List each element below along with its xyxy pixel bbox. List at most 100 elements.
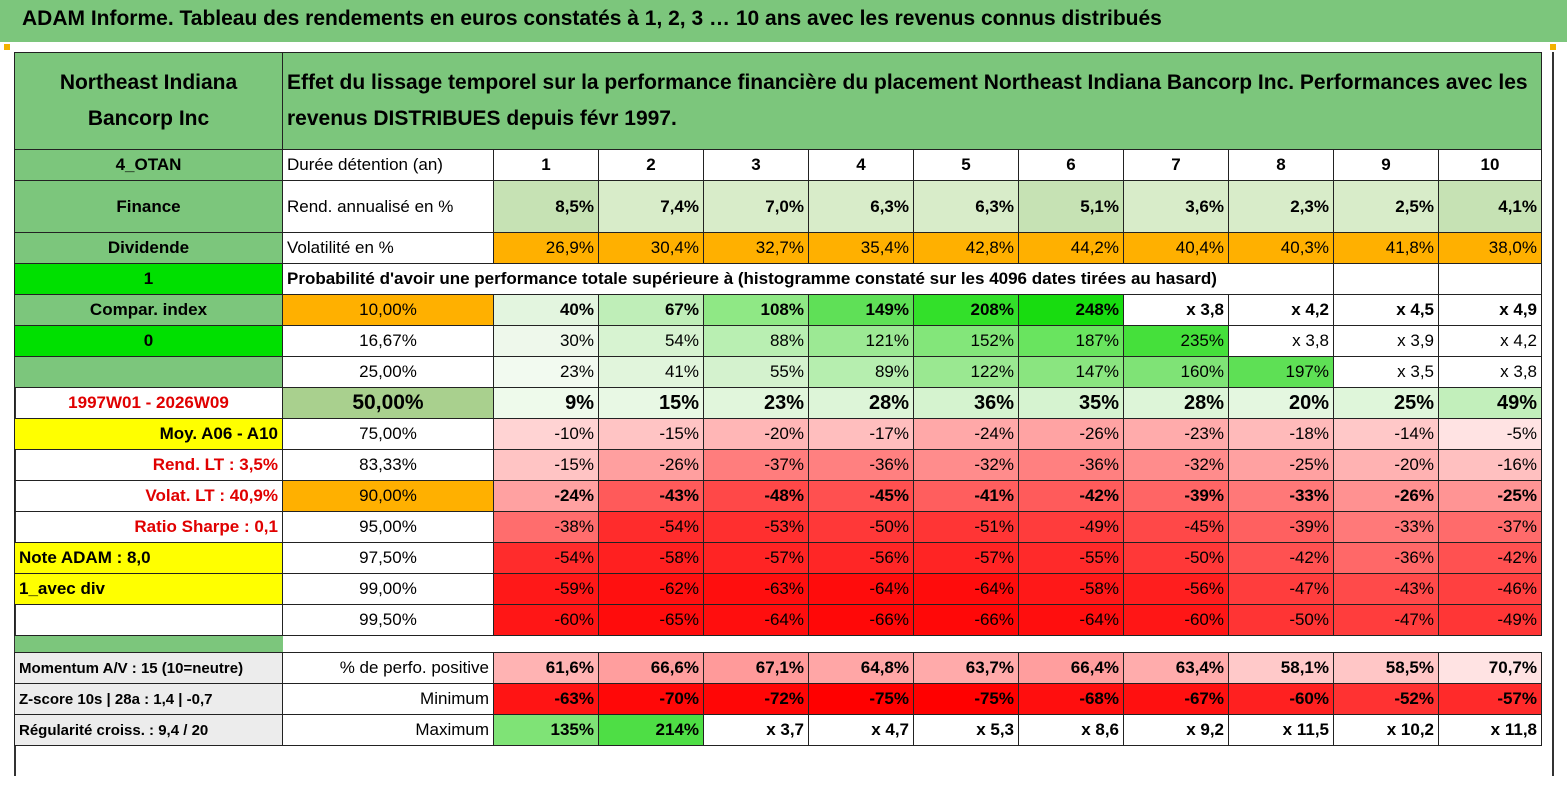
probability-threshold: 25,00% <box>282 356 494 388</box>
title-bar: ADAM Informe. Tableau des rendements en … <box>0 0 1567 42</box>
probability-threshold: 50,00% <box>282 387 494 419</box>
probability-threshold: 75,00% <box>282 418 494 450</box>
vol-value: 38,0% <box>1438 232 1542 264</box>
probability-value: -43% <box>1333 573 1439 605</box>
probability-value: -23% <box>1123 418 1229 450</box>
probability-threshold: 95,00% <box>282 511 494 543</box>
minimum-value: -75% <box>913 683 1019 715</box>
probability-value: -50% <box>1228 604 1334 636</box>
empty-cell <box>1333 263 1439 295</box>
probability-value: -56% <box>1123 573 1229 605</box>
maximum-value: x 11,5 <box>1228 714 1334 746</box>
gap-blank <box>283 636 1542 653</box>
probability-value: x 3,8 <box>1438 356 1542 388</box>
sharpe-label: Ratio Sharpe : 0,1 <box>14 511 283 543</box>
vol-value: 26,9% <box>493 232 599 264</box>
probability-value: -36% <box>808 449 914 481</box>
probability-value: -60% <box>1123 604 1229 636</box>
positive-value: 58,1% <box>1228 652 1334 684</box>
positive-value: 63,4% <box>1123 652 1229 684</box>
positive-value: 70,7% <box>1438 652 1542 684</box>
probability-value: -33% <box>1228 480 1334 512</box>
maximum-value: x 8,6 <box>1018 714 1124 746</box>
probability-value: -32% <box>1123 449 1229 481</box>
proba-label: Probabilité d'avoir une performance tota… <box>282 263 1334 295</box>
probability-value: -17% <box>808 418 914 450</box>
positive-value: 66,6% <box>598 652 704 684</box>
probability-value: 147% <box>1018 356 1124 388</box>
regularite-label: Régularité croiss. : 9,4 / 20 <box>14 714 283 746</box>
probability-value: -16% <box>1438 449 1542 481</box>
probability-value: 41% <box>598 356 704 388</box>
maximum-value: 214% <box>598 714 704 746</box>
probability-value: 108% <box>703 294 809 326</box>
probability-value: 15% <box>598 387 704 419</box>
probability-value: -51% <box>913 511 1019 543</box>
minimum-value: -57% <box>1438 683 1542 715</box>
rend-label: Rend. annualisé en % <box>282 180 494 233</box>
probability-value: -64% <box>808 573 914 605</box>
maximum-label: Maximum <box>282 714 494 746</box>
probability-value: 20% <box>1228 387 1334 419</box>
probability-value: -42% <box>1018 480 1124 512</box>
note-label: Note ADAM : 8,0 <box>14 542 283 574</box>
vol-value: 40,3% <box>1228 232 1334 264</box>
probability-value: -26% <box>598 449 704 481</box>
vol-value: 40,4% <box>1123 232 1229 264</box>
rend-lt-label: Rend. LT : 3,5% <box>14 449 283 481</box>
probability-value: x 4,5 <box>1333 294 1439 326</box>
period-label: 1997W01 - 2026W09 <box>14 387 283 419</box>
probability-value: -36% <box>1018 449 1124 481</box>
probability-value: -57% <box>703 542 809 574</box>
probability-value: -20% <box>703 418 809 450</box>
probability-value: -50% <box>1123 542 1229 574</box>
probability-value: -64% <box>1018 604 1124 636</box>
company-name: Northeast Indiana Bancorp Inc <box>14 52 283 150</box>
probability-value: -32% <box>913 449 1019 481</box>
probability-threshold: 97,50% <box>282 542 494 574</box>
probability-value: 160% <box>1123 356 1229 388</box>
rend-value: 8,5% <box>493 180 599 233</box>
probability-value: 67% <box>598 294 704 326</box>
probability-value: -65% <box>598 604 704 636</box>
minimum-value: -70% <box>598 683 704 715</box>
positive-value: 67,1% <box>703 652 809 684</box>
rend-value: 7,4% <box>598 180 704 233</box>
rend-value: 5,1% <box>1018 180 1124 233</box>
vol-value: 44,2% <box>1018 232 1124 264</box>
probability-value: -25% <box>1438 480 1542 512</box>
probability-value: x 4,2 <box>1438 325 1542 357</box>
minimum-value: -68% <box>1018 683 1124 715</box>
vol-value: 32,7% <box>703 232 809 264</box>
probability-value: 88% <box>703 325 809 357</box>
performance-table: Northeast Indiana Bancorp Inc Effet du l… <box>14 52 1542 746</box>
probability-value: -42% <box>1228 542 1334 574</box>
probability-value: -39% <box>1123 480 1229 512</box>
probability-value: 187% <box>1018 325 1124 357</box>
probability-value: 23% <box>703 387 809 419</box>
probability-value: -54% <box>598 511 704 543</box>
maximum-value: x 4,7 <box>808 714 914 746</box>
probability-value: -62% <box>598 573 704 605</box>
probability-value: -49% <box>1018 511 1124 543</box>
rend-value: 7,0% <box>703 180 809 233</box>
header-text: Effet du lissage temporel sur la perform… <box>282 52 1542 150</box>
year-header: 7 <box>1123 149 1229 181</box>
positive-value: 58,5% <box>1333 652 1439 684</box>
probability-value: 30% <box>493 325 599 357</box>
probability-value: -15% <box>598 418 704 450</box>
volat-lt-label: Volat. LT : 40,9% <box>14 480 283 512</box>
probability-value: -26% <box>1333 480 1439 512</box>
moy-label: Moy. A06 - A10 <box>14 418 283 450</box>
probability-value: -14% <box>1333 418 1439 450</box>
maximum-value: x 10,2 <box>1333 714 1439 746</box>
flag-zero[interactable]: 0 <box>14 325 283 357</box>
probability-value: -37% <box>703 449 809 481</box>
flag-one[interactable]: 1 <box>14 263 283 295</box>
probability-threshold: 99,50% <box>282 604 494 636</box>
probability-value: -57% <box>913 542 1019 574</box>
rend-value: 3,6% <box>1123 180 1229 233</box>
probability-value: x 3,5 <box>1333 356 1439 388</box>
minimum-value: -52% <box>1333 683 1439 715</box>
year-header: 6 <box>1018 149 1124 181</box>
